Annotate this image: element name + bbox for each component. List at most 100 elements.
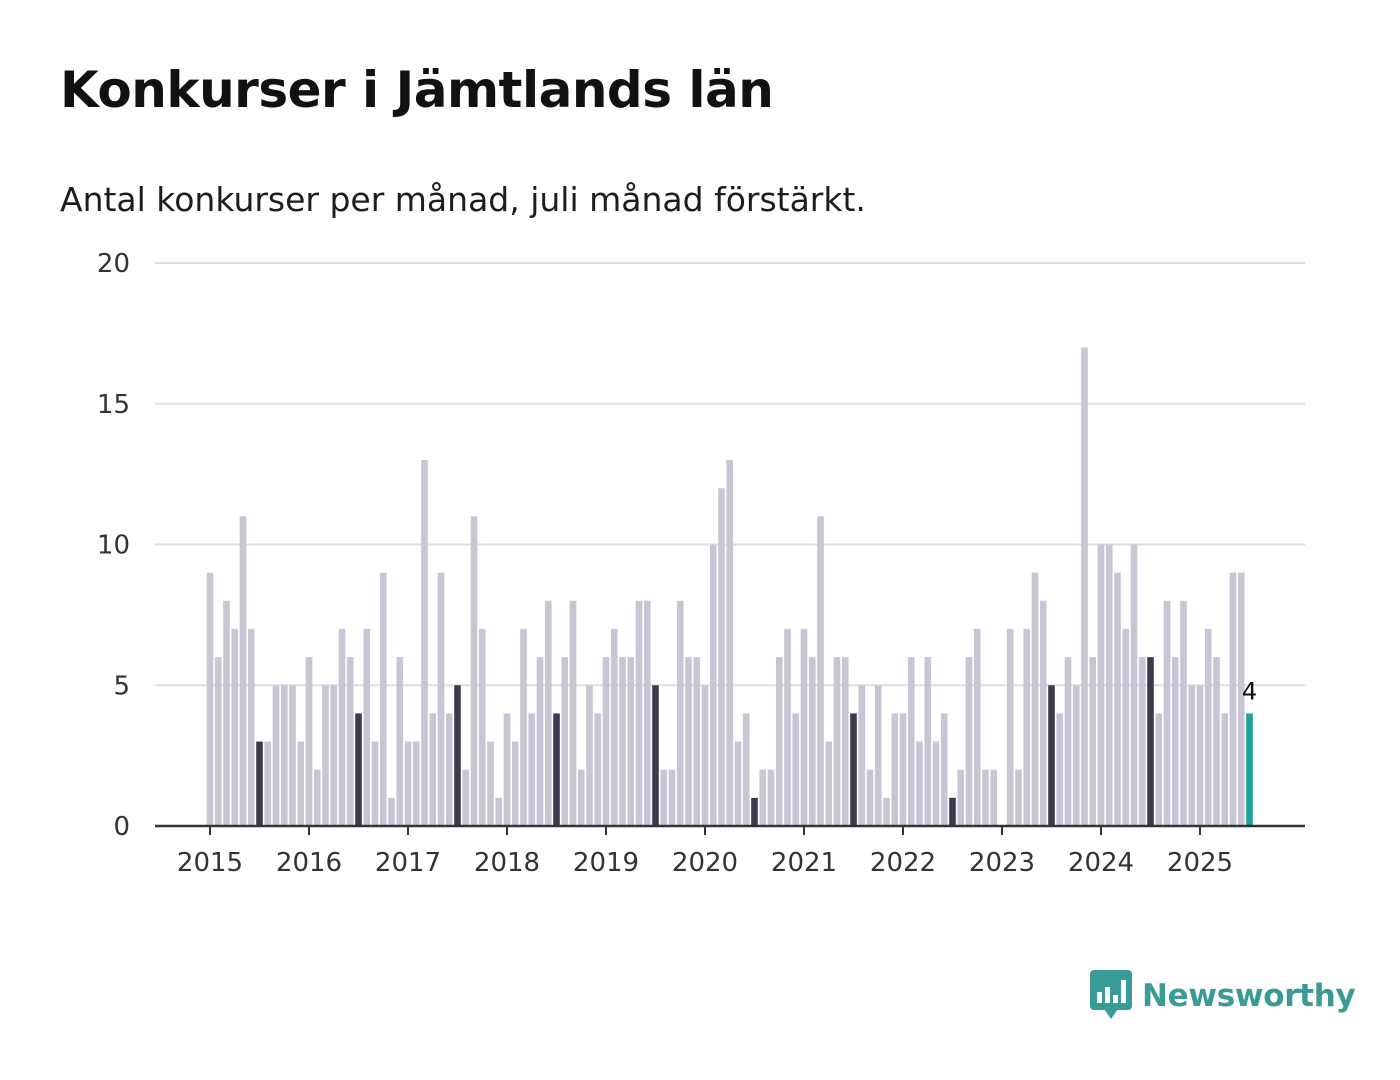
bar [817, 516, 824, 826]
latest-value-label: 4 [1242, 677, 1257, 705]
bar [206, 572, 214, 826]
newsworthy-logo-text: Newsworthy [1142, 978, 1356, 1014]
bar-highlight [1048, 685, 1055, 826]
x-tick-label: 2016 [276, 848, 342, 878]
x-tick-label: 2025 [1167, 848, 1233, 878]
x-tick-label: 2019 [573, 848, 639, 878]
bar [825, 741, 833, 826]
bar [874, 685, 882, 826]
bar [470, 516, 478, 826]
bar [371, 741, 379, 826]
bar [635, 600, 643, 826]
y-tick-label: 20 [97, 249, 130, 279]
bar [1204, 628, 1212, 826]
bar [1122, 628, 1130, 826]
bar [619, 657, 626, 826]
bar-highlight [454, 685, 461, 826]
x-tick-label: 2017 [375, 848, 441, 878]
x-tick-label: 2023 [969, 848, 1035, 878]
bar [412, 741, 420, 826]
bar [586, 685, 593, 826]
chart-subtitle: Antal konkurser per månad, juli månad fö… [60, 180, 866, 219]
bar [1056, 713, 1064, 826]
bar [495, 797, 503, 826]
bar [231, 628, 239, 826]
bar [734, 741, 742, 826]
bar [305, 657, 313, 826]
bar [965, 657, 973, 826]
bar [940, 713, 948, 826]
bar [726, 460, 734, 826]
bar [421, 460, 428, 826]
bar [297, 741, 305, 826]
bar [1155, 713, 1163, 826]
bar [685, 657, 692, 826]
axes [155, 824, 1305, 835]
y-tick-label: 0 [113, 812, 130, 842]
bar [445, 713, 453, 826]
bar [1015, 769, 1022, 826]
bar-highlight [355, 713, 362, 826]
bar [1039, 600, 1047, 826]
bar [1188, 685, 1196, 826]
bar [767, 769, 775, 826]
bar [462, 769, 470, 826]
bar [478, 628, 486, 826]
bar [1114, 572, 1121, 826]
bar [379, 572, 387, 826]
bar [1023, 628, 1031, 826]
x-tick-label: 2015 [177, 848, 243, 878]
x-tick-label: 2018 [474, 848, 540, 878]
bar [866, 769, 874, 826]
bar [1196, 685, 1204, 826]
bar [247, 628, 255, 826]
newsworthy-logo-icon [1090, 970, 1132, 1019]
bar-highlight [850, 713, 857, 826]
bar [982, 769, 989, 826]
bar [528, 713, 536, 826]
bar [891, 713, 899, 826]
bar-highlight [256, 741, 263, 826]
bar [1081, 347, 1088, 826]
bar-highlight [652, 685, 659, 826]
bar [610, 628, 618, 826]
chart-title: Konkurser i Jämtlands län [60, 61, 774, 119]
bar [264, 741, 272, 826]
x-tick-label: 2020 [672, 848, 738, 878]
x-tick-label: 2022 [870, 848, 936, 878]
bar-highlight [1147, 657, 1154, 826]
bar [313, 769, 321, 826]
bar [627, 657, 635, 826]
bar [536, 657, 544, 826]
bar [676, 600, 684, 826]
bar [330, 685, 338, 826]
bar [990, 769, 998, 826]
bar [668, 769, 676, 826]
labels: 0 5 10 15 20 2015 2016 2017 2018 2019 2020 2021 2022… [97, 249, 1257, 878]
bar [437, 572, 445, 826]
bar-highlight [751, 797, 758, 826]
bar [693, 657, 701, 826]
y-tick-label: 10 [97, 531, 130, 561]
bar [1171, 657, 1179, 826]
x-tick-label: 2024 [1068, 848, 1134, 878]
bar [775, 657, 783, 826]
x-tick-label: 2021 [771, 848, 837, 878]
bar [322, 685, 329, 826]
bar [1031, 572, 1039, 826]
bar [1072, 685, 1080, 826]
bar [338, 628, 346, 826]
bar [289, 685, 296, 826]
bar [808, 657, 816, 826]
bar [1138, 657, 1146, 826]
bar [932, 741, 940, 826]
bar [346, 657, 354, 826]
bar [396, 657, 404, 826]
bar [957, 769, 965, 826]
bar [1180, 600, 1187, 826]
bar [833, 657, 841, 826]
bar [544, 600, 552, 826]
bar [602, 657, 610, 826]
bar [759, 769, 767, 826]
